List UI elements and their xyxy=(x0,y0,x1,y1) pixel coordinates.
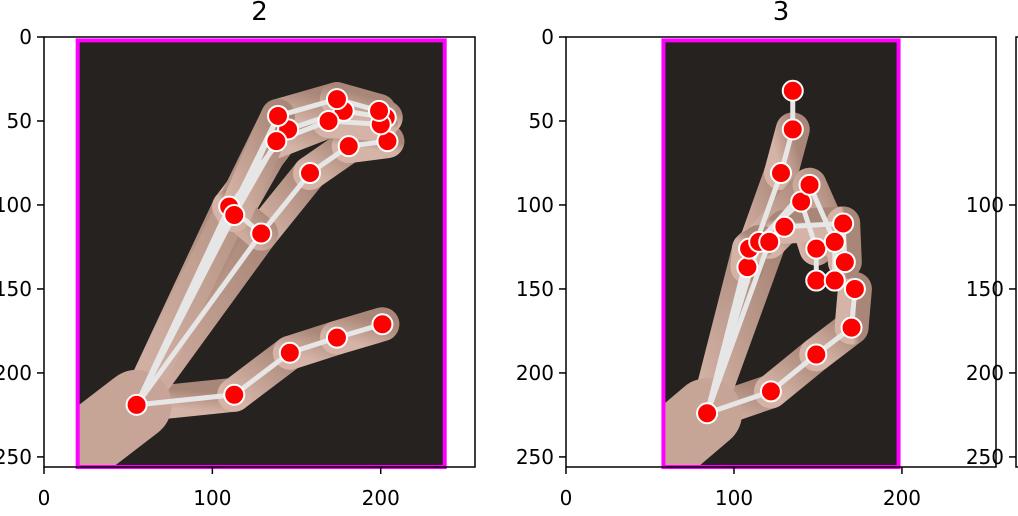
skeleton-line xyxy=(134,231,264,408)
axes-frame xyxy=(43,36,476,468)
landmark-point xyxy=(773,215,796,238)
x-tick-label: 100 xyxy=(715,486,753,510)
y-tick-label: 200 xyxy=(0,361,32,385)
landmark-point xyxy=(843,277,866,300)
y-tick-label: 100 xyxy=(516,193,554,217)
y-tick-label: 250 xyxy=(966,445,1004,469)
landmark-point xyxy=(736,256,759,279)
landmark-point xyxy=(125,393,148,416)
landmark-point xyxy=(823,269,846,292)
landmark-point xyxy=(805,269,828,292)
landmark-point xyxy=(267,104,290,127)
y-tick-label: 150 xyxy=(516,277,554,301)
skeleton-line xyxy=(231,350,293,398)
landmark-point xyxy=(781,79,804,102)
y-tick-label: 50 xyxy=(7,109,32,133)
y-tick-label: 200 xyxy=(966,361,1004,385)
x-tick-label: 0 xyxy=(38,486,51,510)
landmark-point xyxy=(758,230,781,253)
landmark-point xyxy=(299,162,322,185)
skeleton-line xyxy=(704,239,772,416)
landmark-point xyxy=(823,230,846,253)
landmark-point xyxy=(317,109,340,132)
axes-frame xyxy=(1015,36,1018,468)
y-tick-label: 0 xyxy=(541,25,554,49)
x-tick-label: 200 xyxy=(362,486,400,510)
landmark-point xyxy=(325,88,348,111)
landmark-point xyxy=(696,402,719,425)
skeleton-line xyxy=(134,392,237,408)
y-tick-label: 200 xyxy=(516,361,554,385)
landmark-point xyxy=(250,222,273,245)
landmark-point xyxy=(840,316,863,339)
y-tick-label: 50 xyxy=(529,109,554,133)
landmark-point xyxy=(805,237,828,260)
y-tick-label: 150 xyxy=(966,277,1004,301)
skeleton-line xyxy=(258,170,313,237)
y-tick-label: 250 xyxy=(0,445,32,469)
y-tick-label: 150 xyxy=(0,277,32,301)
landmark-point xyxy=(223,383,246,406)
subplot-title: 2 xyxy=(251,0,268,27)
landmark-point xyxy=(805,343,828,366)
landmark-point xyxy=(759,380,782,403)
y-tick-label: 250 xyxy=(516,445,554,469)
landmark-point xyxy=(337,135,360,158)
x-tick-label: 200 xyxy=(883,486,921,510)
subplot-3: 100 150 200 250 xyxy=(966,36,1018,469)
landmark-point xyxy=(278,341,301,364)
landmark-point xyxy=(368,99,391,122)
skeleton-line xyxy=(704,388,774,416)
y-tick-label: 0 xyxy=(19,25,32,49)
landmark-point xyxy=(265,130,288,153)
x-tick-label: 0 xyxy=(560,486,573,510)
x-tick-label: 100 xyxy=(193,486,231,510)
y-tick-label: 100 xyxy=(0,193,32,217)
subplot-title: 3 xyxy=(773,0,790,27)
landmark-point xyxy=(770,162,792,185)
axes-frame xyxy=(565,36,997,468)
landmark-point xyxy=(798,173,821,196)
landmark-point xyxy=(833,251,856,274)
landmark-point xyxy=(325,326,348,349)
landmark-point xyxy=(223,204,246,227)
landmark-point xyxy=(781,118,804,141)
y-tick-label: 100 xyxy=(966,193,1004,217)
landmark-point xyxy=(371,313,394,336)
landmark-point xyxy=(832,212,855,235)
